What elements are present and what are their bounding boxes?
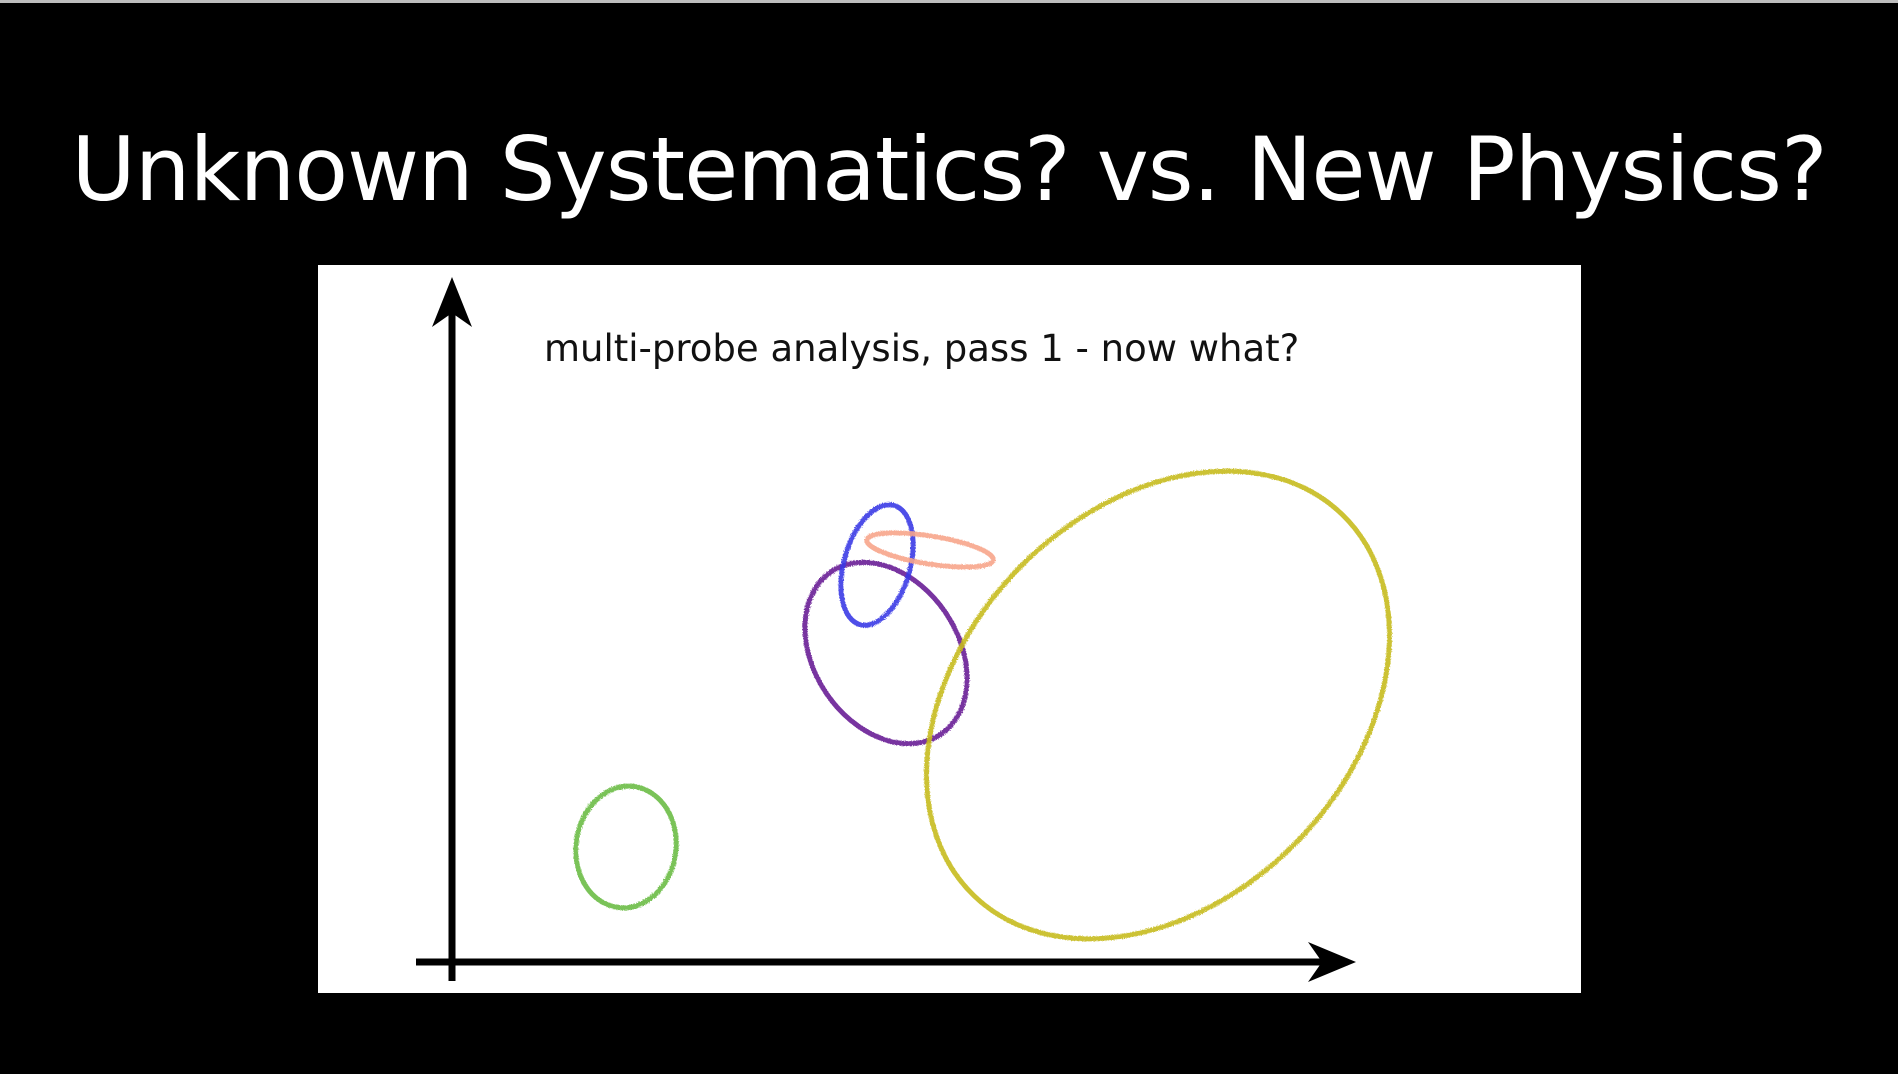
contour-diagram: multi-probe analysis, pass 1 - now what? xyxy=(416,277,1392,982)
figure-panel: multi-probe analysis, pass 1 - now what? xyxy=(318,265,1581,993)
green-contour xyxy=(573,783,679,911)
x-axis-arrowhead xyxy=(1308,942,1356,982)
olive-contour xyxy=(924,468,1392,942)
figure-caption: multi-probe analysis, pass 1 - now what? xyxy=(544,327,1299,370)
slide-title: Unknown Systematics? vs. New Physics? xyxy=(71,118,1827,221)
blue-contour xyxy=(838,502,916,628)
x-axis xyxy=(416,942,1356,982)
y-axis-arrowhead xyxy=(432,277,472,327)
purple-contour xyxy=(802,559,970,747)
y-axis xyxy=(432,277,472,981)
salmon-contour xyxy=(864,530,996,570)
